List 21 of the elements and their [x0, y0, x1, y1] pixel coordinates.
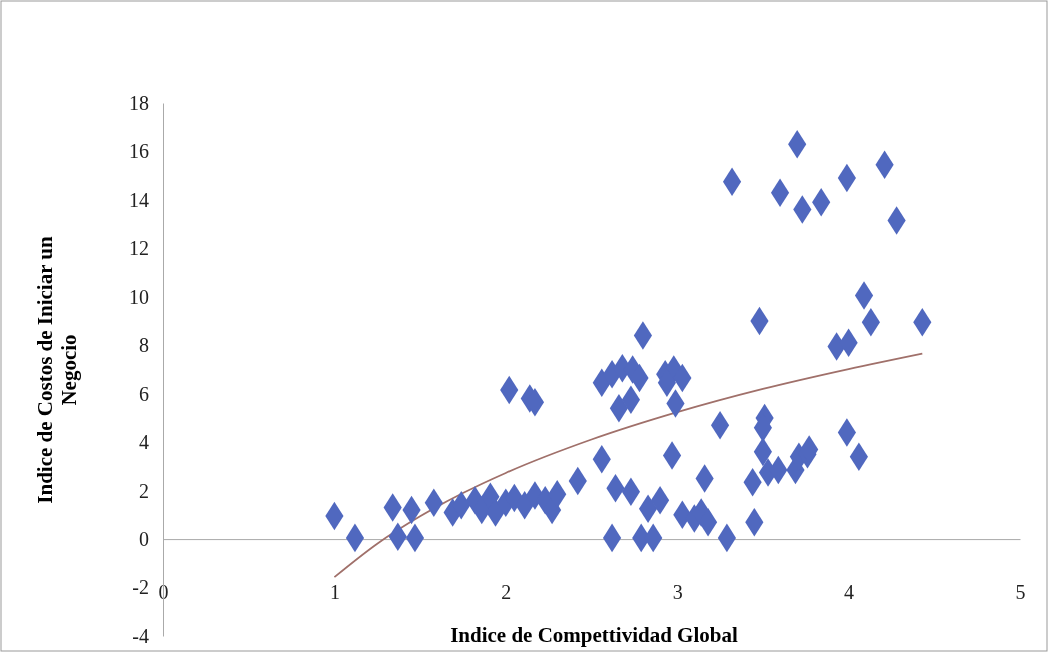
- x-tick-label: 0: [158, 581, 169, 604]
- y-tick-label: 10: [129, 285, 149, 308]
- x-tick-label: 3: [672, 581, 683, 604]
- line-series: [333, 352, 924, 579]
- y-tick-label: -2: [132, 576, 149, 599]
- y-tick-label: 0: [139, 527, 149, 550]
- y-tick-label: -4: [132, 624, 149, 647]
- y-tick-label: 16: [129, 140, 149, 163]
- y-tick-label: 12: [129, 237, 149, 260]
- y-tick-label: 14: [129, 188, 149, 211]
- y-axis-title: Indice de Costos de Iniciar un Negocio: [33, 235, 81, 504]
- x-tick-label: 1: [329, 581, 340, 604]
- y-tick-label: 6: [139, 382, 149, 405]
- y-tick-label: 18: [129, 91, 149, 114]
- y-tick-label: 4: [139, 431, 149, 454]
- x-axis-title: Indice de Compettividad Global: [450, 623, 738, 647]
- y-tick-label: 2: [139, 479, 149, 502]
- x-tick-label: 4: [844, 581, 855, 604]
- x-tick-label: 2: [501, 581, 512, 604]
- x-tick-label: 5: [1015, 581, 1026, 604]
- y-tick-label: 8: [139, 334, 149, 357]
